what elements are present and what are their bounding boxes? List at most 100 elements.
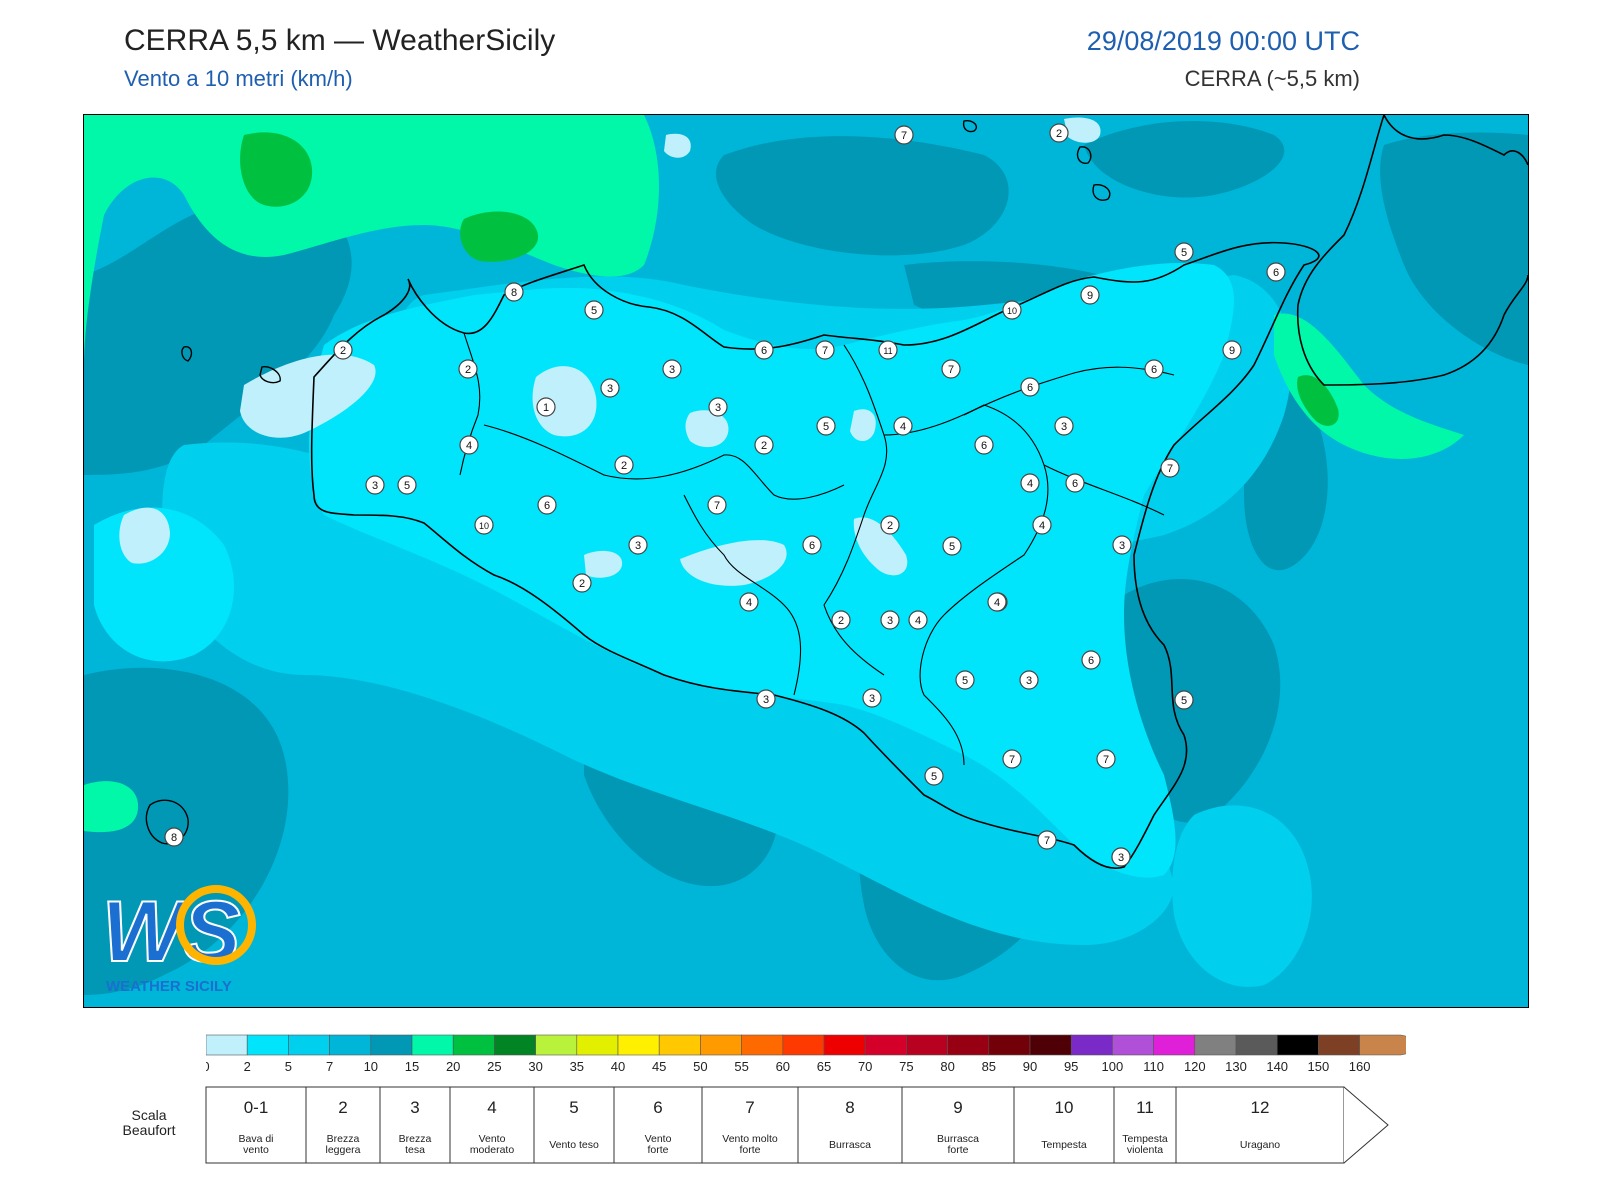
colorbar-bin xyxy=(452,1034,495,1056)
colorbar-bin xyxy=(700,1034,742,1056)
station-marker: 3 xyxy=(708,397,728,417)
station-marker: 7 xyxy=(1037,830,1057,850)
wind-map: 7 2 5 6 9 10 8 5 6 7 11 7 6 6 9 2 2 3 3 1 3 5 4 2 2 3 4 6 5 4 6 7 10 3 6 7 6… xyxy=(83,114,1529,1008)
colorbar-tick-label: 95 xyxy=(1064,1059,1078,1074)
sicily-coastline xyxy=(310,241,1320,869)
station-marker: 5 xyxy=(955,670,975,690)
beaufort-name: leggera xyxy=(325,1144,360,1156)
station-wind-value: 4 xyxy=(994,597,1000,609)
station-wind-value: 5 xyxy=(949,541,955,553)
station-marker: 4 xyxy=(908,610,928,630)
station-marker: 4 xyxy=(987,592,1007,612)
station-wind-value: 6 xyxy=(1088,655,1094,667)
station-marker: 5 xyxy=(924,766,944,786)
map-title: CERRA 5,5 km — WeatherSicily xyxy=(124,24,556,57)
station-marker: 6 xyxy=(1065,473,1085,493)
station-wind-value: 8 xyxy=(171,832,177,844)
station-marker: 4 xyxy=(459,435,479,455)
model-label: CERRA (~5,5 km) xyxy=(1184,66,1360,91)
beaufort-name: Uragano xyxy=(1240,1139,1280,1151)
aeolian-islands xyxy=(962,119,1111,201)
map-subtitle: Vento a 10 metri (km/h) xyxy=(124,66,353,91)
beaufort-number: 3 xyxy=(410,1098,419,1117)
station-marker: 6 xyxy=(1266,262,1286,282)
station-marker: 6 xyxy=(974,435,994,455)
beaufort-name: vento xyxy=(243,1144,269,1156)
colorbar-bin xyxy=(246,1034,289,1056)
beaufort-name: moderato xyxy=(470,1144,515,1156)
station-wind-value: 5 xyxy=(1181,247,1187,259)
beaufort-name: Brezza xyxy=(399,1133,432,1145)
beaufort-name: Vento xyxy=(645,1133,672,1145)
station-wind-value: 6 xyxy=(1273,267,1279,279)
station-marker: 4 xyxy=(893,416,913,436)
colorbar-bin xyxy=(1359,1034,1406,1056)
colorbar-tick-label: 130 xyxy=(1225,1059,1247,1074)
station-marker: 3 xyxy=(365,475,385,495)
station-wind-value: 7 xyxy=(1044,835,1050,847)
station-marker: 8 xyxy=(164,827,184,847)
station-wind-value: 2 xyxy=(1056,128,1062,140)
station-wind-value: 5 xyxy=(591,305,597,317)
beaufort-number: 0-1 xyxy=(244,1098,269,1117)
station-wind-value: 6 xyxy=(1027,382,1033,394)
beaufort-name: forte xyxy=(947,1144,968,1156)
station-wind-value: 5 xyxy=(931,771,937,783)
colorbar-tick-label: 25 xyxy=(487,1059,501,1074)
station-marker: 3 xyxy=(880,610,900,630)
station-wind-value: 3 xyxy=(887,615,893,627)
station-wind-value: 7 xyxy=(1167,463,1173,475)
station-wind-value: 3 xyxy=(869,693,875,705)
station-marker: 3 xyxy=(1019,670,1039,690)
station-wind-value: 2 xyxy=(465,364,471,376)
station-wind-value: 9 xyxy=(1087,290,1093,302)
colorbar-tick-label: 30 xyxy=(528,1059,542,1074)
colorbar-bin xyxy=(906,1034,948,1056)
colorbar-bin xyxy=(823,1034,866,1056)
beaufort-name: Vento xyxy=(479,1133,506,1145)
colorbar-bin xyxy=(370,1034,413,1056)
station-wind-value: 2 xyxy=(761,440,767,452)
station-marker: 8 xyxy=(504,282,524,302)
logo-caption: WEATHER SICILY xyxy=(106,978,232,995)
colorbar-tick-label: 5 xyxy=(285,1059,292,1074)
station-wind-value: 3 xyxy=(669,364,675,376)
station-marker: 3 xyxy=(1111,847,1131,867)
colorbar-tick-label: 45 xyxy=(652,1059,666,1074)
colorbar-bin xyxy=(1112,1034,1154,1056)
egadi-islands xyxy=(181,346,193,362)
station-marker: 2 xyxy=(754,435,774,455)
station-marker: 2 xyxy=(572,573,592,593)
station-marker: 7 xyxy=(707,495,727,515)
station-marker: 4 xyxy=(739,592,759,612)
wind-speed-colorbar: 0257101520253035404550556065707580859095… xyxy=(206,1034,1406,1074)
beaufort-number: 11 xyxy=(1136,1098,1154,1117)
colorbar-tick-label: 90 xyxy=(1023,1059,1037,1074)
station-marker: 10 xyxy=(1002,300,1022,320)
beaufort-name: violenta xyxy=(1127,1144,1163,1156)
colorbar-bin xyxy=(206,1034,248,1056)
station-wind-value: 7 xyxy=(1103,754,1109,766)
station-wind-value: 6 xyxy=(761,345,767,357)
station-wind-value: 3 xyxy=(1026,675,1032,687)
station-wind-value: 6 xyxy=(1151,364,1157,376)
station-marker: 3 xyxy=(628,535,648,555)
forecast-datetime: 29/08/2019 00:00 UTC xyxy=(1086,26,1360,56)
colorbar-bin xyxy=(576,1034,619,1056)
beaufort-class: 10 Tempesta xyxy=(1013,1086,1115,1164)
station-wind-value: 7 xyxy=(948,364,954,376)
station-wind-value: 3 xyxy=(607,383,613,395)
station-marker: 7 xyxy=(1160,458,1180,478)
colorbar-bin xyxy=(1070,1034,1113,1056)
station-marker: 7 xyxy=(815,340,835,360)
beaufort-name: Vento teso xyxy=(549,1139,599,1151)
colorbar-tick-label: 80 xyxy=(940,1059,954,1074)
station-wind-value: 5 xyxy=(404,480,410,492)
beaufort-class: 12 Uragano xyxy=(1175,1086,1345,1164)
station-marker: 9 xyxy=(1080,285,1100,305)
colorbar-tick-label: 40 xyxy=(611,1059,625,1074)
